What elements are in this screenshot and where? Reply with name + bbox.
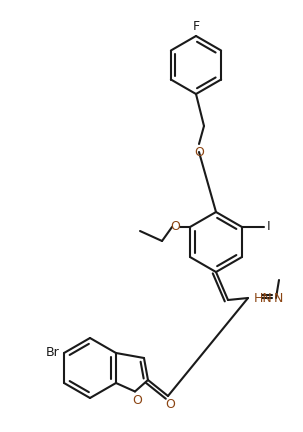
Text: N: N	[273, 292, 283, 305]
Text: O: O	[194, 146, 204, 159]
Text: I: I	[267, 220, 271, 234]
Text: Br: Br	[45, 346, 59, 359]
Text: F: F	[192, 20, 200, 34]
Text: O: O	[165, 398, 175, 412]
Text: HN: HN	[254, 292, 273, 305]
Text: O: O	[132, 394, 142, 407]
Text: O: O	[170, 220, 180, 234]
